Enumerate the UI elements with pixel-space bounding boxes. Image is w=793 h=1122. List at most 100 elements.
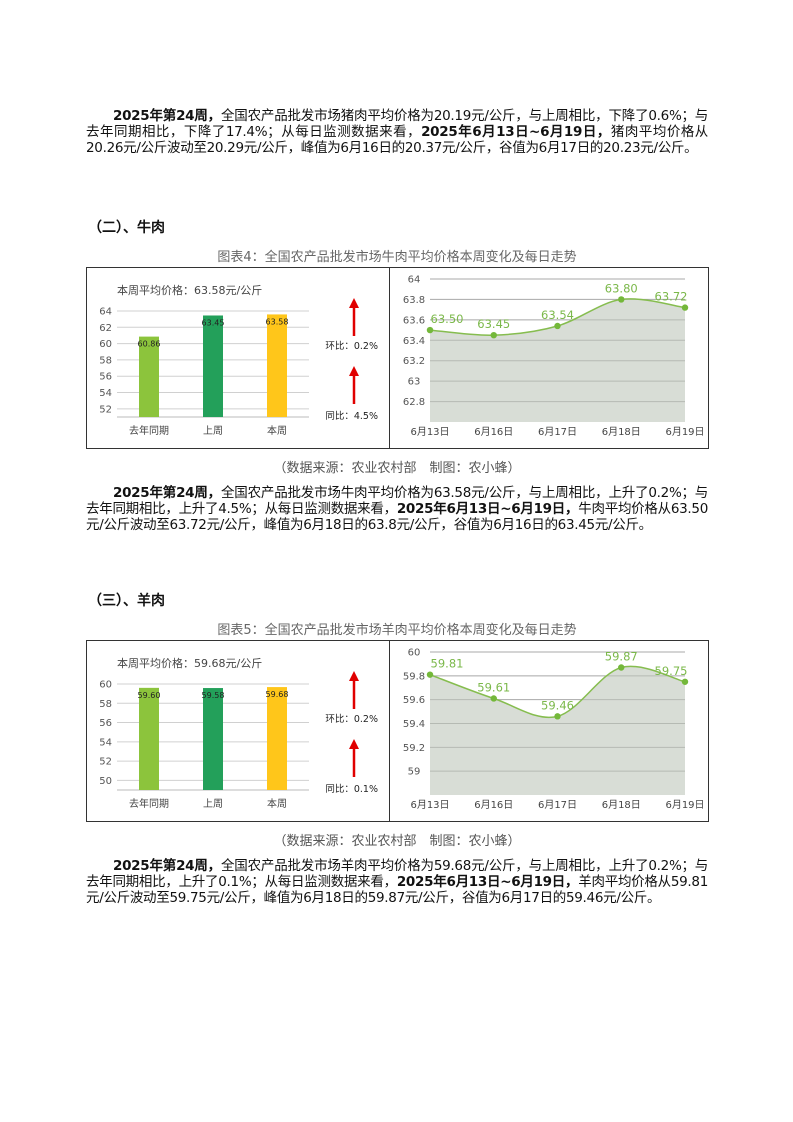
y-tick-label: 62	[99, 323, 112, 334]
chart-label: 本周平均价格：59.68元/公斤	[117, 656, 262, 670]
x-tick-label: 上周	[203, 798, 223, 810]
chart-source: （数据来源：农业农村部 制图：农小蜂）	[273, 461, 521, 476]
x-tick-label: 本周	[267, 424, 287, 437]
x-tick-label: 去年同期	[129, 424, 169, 437]
chart-caption: 图表5：全国农产品批发市场羊肉平均价格本周变化及每日走势	[217, 623, 577, 638]
y-tick-label: 59.8	[403, 671, 425, 682]
x-tick-label: 6月16日	[474, 799, 513, 811]
y-tick-label: 59	[408, 767, 421, 778]
area	[430, 666, 685, 795]
bar	[139, 336, 159, 417]
change-label: 环比：0.2%	[325, 713, 378, 725]
bar-panel: 本周平均价格：63.58元/公斤 52 54 56 58 60 62 64 60.86 去年同期 6…	[86, 267, 390, 449]
y-tick-label: 64	[99, 307, 112, 318]
x-tick-label: 6月18日	[602, 799, 641, 811]
bar	[203, 688, 223, 790]
y-tick-label: 50	[99, 776, 112, 787]
text-run: 2025年第24周，	[113, 858, 221, 874]
bar	[203, 315, 223, 417]
x-tick-label: 6月17日	[538, 799, 577, 811]
change-label: 同比：4.5%	[325, 410, 378, 422]
chart-caption: 图表4：全国农产品批发市场牛肉平均价格本周变化及每日走势	[217, 250, 577, 265]
data-label: 63.45	[477, 317, 510, 331]
x-tick-label: 6月19日	[665, 426, 704, 438]
data-label: 60.86	[138, 340, 161, 349]
data-label: 63.54	[541, 308, 574, 322]
text-run: 2025年第24周，	[113, 485, 221, 501]
paragraph: 2025年第24周，全国农产品批发市场牛肉平均价格为63.58元/公斤，与上周相…	[86, 485, 708, 533]
change-arrow-head	[349, 366, 359, 376]
point	[618, 664, 625, 671]
y-tick-label: 63.6	[403, 315, 425, 326]
text-run: 全国农产品批发市场牛肉平均价格为63.58元/公斤，与上周相比，上升了0.2%；…	[86, 485, 708, 517]
point	[681, 678, 689, 685]
chart-source: （数据来源：农业农村部 制图：农小蜂）	[273, 834, 521, 849]
bar-panel: 本周平均价格：59.68元/公斤 50 52 54 56 58 60 59.60 去年同期 59.…	[86, 640, 390, 822]
text-run: 2025年6月13日~6月19日，	[421, 124, 611, 140]
y-tick-label: 59.2	[403, 743, 425, 754]
y-tick-label: 56	[99, 718, 112, 729]
data-label: 59.58	[202, 691, 225, 700]
change-label: 环比：0.2%	[325, 340, 378, 352]
data-label: 63.80	[605, 281, 638, 295]
bar-chart: 本周平均价格：59.68元/公斤 50 52 54 56 58 60 59.60 去年同期 59.…	[99, 656, 378, 810]
line-panel: 59 59.2 59.4 59.6 59.8 60 59.81 6月13日 59.61 6月16日…	[389, 640, 709, 822]
bar-chart: 本周平均价格：63.58元/公斤 52 54 56 58 60 62 64 60.86 去年同期 6…	[99, 283, 378, 437]
data-label: 59.87	[605, 649, 638, 663]
x-tick-label: 6月17日	[538, 426, 577, 438]
chart-label: 本周平均价格：63.58元/公斤	[117, 283, 262, 297]
y-tick-label: 59.4	[403, 719, 425, 730]
x-tick-label: 6月13日	[410, 426, 449, 438]
y-tick-label: 54	[99, 388, 112, 399]
y-tick-label: 64	[408, 275, 421, 286]
section-heading: （二）、牛肉	[88, 220, 165, 236]
y-tick-label: 58	[99, 699, 112, 710]
bar	[267, 314, 287, 417]
x-tick-label: 6月16日	[474, 426, 513, 438]
text-run: 2025年6月13日~6月19日，	[396, 501, 579, 517]
point	[426, 671, 434, 678]
area	[430, 298, 685, 422]
change-label: 同比：0.1%	[325, 783, 378, 795]
y-tick-label: 52	[99, 404, 112, 415]
section-heading: （三）、羊肉	[88, 593, 165, 609]
paragraph: 2025年第24周，全国农产品批发市场猪肉平均价格为20.19元/公斤，与上周相…	[86, 108, 708, 156]
data-label: 59.46	[541, 698, 574, 712]
y-tick-label: 56	[99, 372, 112, 383]
x-tick-label: 6月19日	[665, 799, 704, 811]
y-tick-label: 59.6	[403, 695, 425, 706]
x-tick-label: 6月18日	[602, 426, 641, 438]
text-run: 2025年6月13日~6月19日，	[396, 874, 579, 890]
text-run: 全国农产品批发市场羊肉平均价格为59.68元/公斤，与上周相比，上升了0.2%；…	[86, 858, 708, 890]
point	[554, 322, 561, 330]
data-label: 59.61	[477, 680, 510, 694]
data-label: 63.50	[431, 312, 464, 326]
y-tick-label: 63.8	[403, 295, 425, 306]
y-tick-label: 52	[99, 757, 112, 768]
y-tick-label: 63	[408, 377, 421, 388]
text-run: 牛肉平均价格从63.50元/公斤波动至63.72元/公斤，峰值为6月18日的63…	[86, 501, 708, 533]
point	[490, 331, 497, 339]
data-label: 63.45	[202, 318, 225, 327]
y-tick-label: 58	[99, 355, 112, 366]
point	[426, 326, 434, 334]
y-tick-label: 63.2	[403, 356, 425, 367]
paragraph: 2025年第24周，全国农产品批发市场羊肉平均价格为59.68元/公斤，与上周相…	[86, 858, 708, 906]
point	[618, 296, 625, 303]
change-arrow-head	[349, 739, 359, 749]
x-tick-label: 本周	[267, 797, 287, 810]
text-run: 全国农产品批发市场猪肉平均价格为20.19元/公斤，与上周相比，下降了0.6%；…	[86, 108, 708, 140]
data-label: 59.75	[655, 664, 688, 678]
data-label: 59.81	[431, 657, 464, 671]
x-tick-label: 上周	[203, 425, 223, 437]
text-run: 猪肉平均价格从20.26元/公斤波动至20.29元/公斤，峰值为6月16日的20…	[86, 124, 709, 156]
point	[554, 713, 561, 720]
y-tick-label: 60	[99, 680, 112, 691]
line-chart: 62.8 63 63.2 63.4 63.6 63.8 64 63.50 6月13日 63.45 6…	[403, 275, 705, 439]
y-tick-label: 62.8	[403, 397, 425, 408]
point	[681, 304, 689, 311]
line-chart: 59 59.2 59.4 59.6 59.8 60 59.81 6月13日 59.61 6月16日…	[403, 648, 705, 812]
point	[490, 695, 497, 702]
y-tick-label: 60	[99, 339, 112, 350]
